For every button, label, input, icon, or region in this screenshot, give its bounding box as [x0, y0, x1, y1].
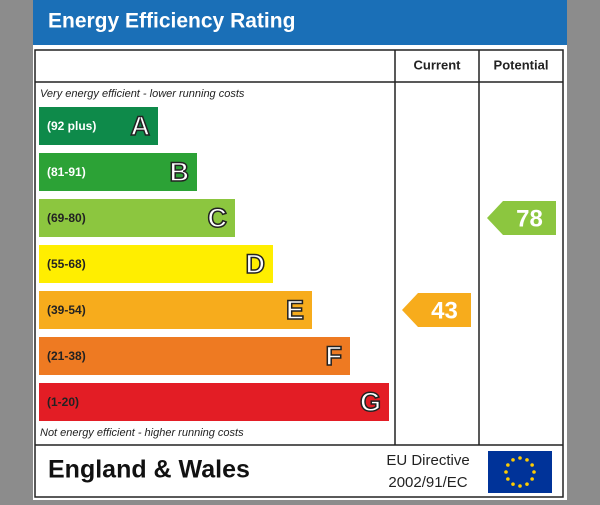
band-bar — [39, 153, 197, 191]
potential-arrow — [487, 201, 556, 235]
potential-value: 78 — [516, 205, 543, 232]
band-bar — [39, 107, 158, 145]
eu-star — [511, 482, 515, 486]
band-range: (92 plus) — [47, 119, 96, 133]
band-letter: D — [246, 249, 266, 279]
title: Energy Efficiency Rating — [48, 10, 295, 33]
eu-star — [518, 484, 522, 488]
eu-star — [518, 456, 522, 460]
band-letter: F — [326, 341, 343, 371]
region: England & Wales — [48, 456, 250, 484]
current-arrow — [402, 293, 471, 327]
frame — [34, 49, 564, 498]
band-letter: B — [170, 157, 190, 187]
band-range: (55-68) — [47, 257, 86, 271]
title-bar — [33, 0, 567, 45]
potential-header: Potential — [494, 57, 549, 72]
eu-star — [504, 470, 508, 474]
band-letter: C — [208, 203, 228, 233]
current-value: 43 — [431, 297, 458, 324]
band-range: (1-20) — [47, 395, 79, 409]
eu-star — [525, 458, 529, 462]
band-range: (39-54) — [47, 303, 86, 317]
eu-star — [506, 463, 510, 467]
band-bar — [39, 199, 235, 237]
current-header: Current — [414, 57, 462, 72]
eu-star — [506, 477, 510, 481]
eu-star — [530, 477, 534, 481]
band-letter: G — [360, 387, 381, 417]
eu-star — [525, 482, 529, 486]
top-note: Very energy efficient - lower running co… — [40, 88, 245, 100]
band-letter: A — [131, 111, 151, 141]
band-letter: E — [286, 295, 304, 325]
bottom-note: Not energy efficient - higher running co… — [40, 427, 244, 439]
band-bar — [39, 245, 273, 283]
eu-star — [532, 470, 536, 474]
band-range: (21-38) — [47, 349, 86, 363]
band-bar — [39, 383, 389, 421]
band-range: (69-80) — [47, 211, 86, 225]
directive-line1: EU Directive — [386, 452, 469, 469]
eu-star — [511, 458, 515, 462]
eu-star — [530, 463, 534, 467]
band-bar — [39, 337, 350, 375]
band-bar — [39, 291, 312, 329]
directive-line2: 2002/91/EC — [388, 474, 467, 491]
band-range: (81-91) — [47, 165, 86, 179]
